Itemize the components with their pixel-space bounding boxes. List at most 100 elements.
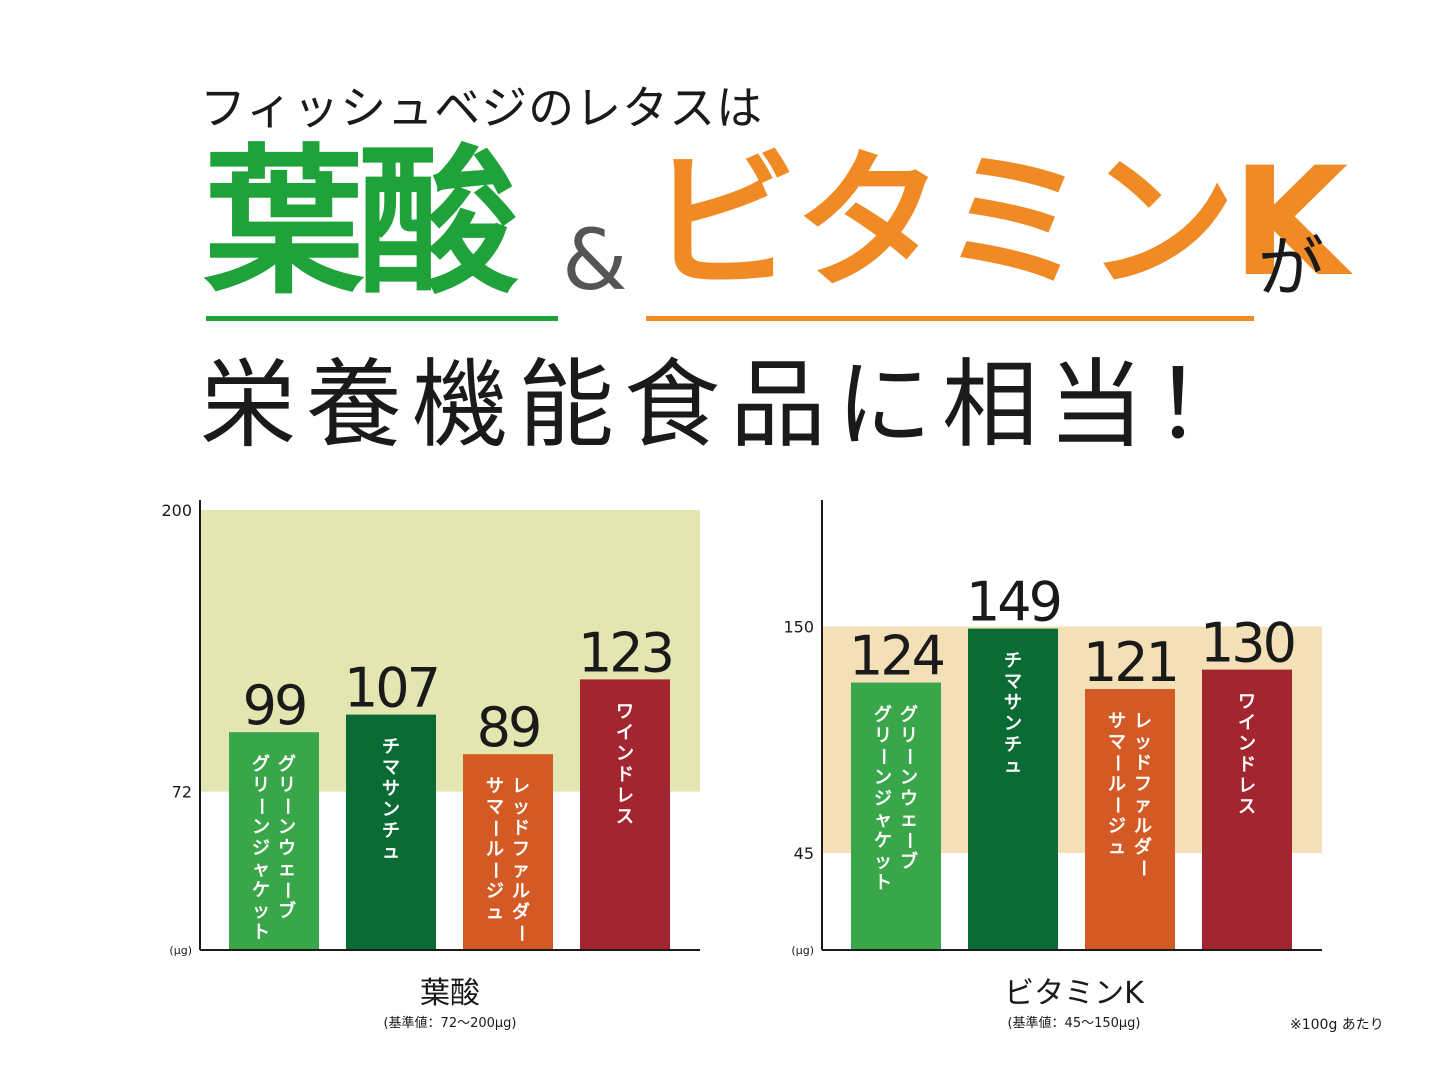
svg-text:ル: ル	[1134, 816, 1152, 837]
svg-text:ァ: ァ	[1134, 795, 1152, 816]
svg-text:ュ: ュ	[486, 902, 504, 923]
svg-text:ー: ー	[898, 832, 919, 850]
bar	[229, 732, 319, 950]
svg-text:ン: ン	[1004, 714, 1022, 735]
headline-vitamin-k: ビタミンK	[648, 136, 1348, 310]
svg-text:レ: レ	[1238, 776, 1256, 797]
svg-text:チ: チ	[1004, 651, 1022, 672]
svg-text:ェ: ェ	[900, 810, 918, 831]
svg-text:ド: ド	[1238, 755, 1256, 776]
svg-text:ン: ン	[382, 800, 400, 821]
underline-folic-acid	[206, 316, 558, 321]
folic-acid-chart-title: 葉酸	[420, 976, 480, 1011]
svg-text:チ: チ	[382, 821, 400, 842]
svg-text:レ: レ	[616, 785, 634, 806]
folic-acid-chart-subtitle: (基準値：72～200μg)	[383, 1016, 517, 1031]
svg-text:ェ: ェ	[278, 859, 296, 880]
headline-ampersand: &	[562, 211, 628, 309]
svg-text:ワ: ワ	[616, 701, 634, 722]
svg-text:ス: ス	[1238, 797, 1256, 818]
data-label: 124	[849, 625, 944, 688]
svg-text:マ: マ	[1108, 732, 1126, 753]
svg-text:ン: ン	[616, 743, 634, 764]
svg-text:ッ: ッ	[1134, 732, 1152, 753]
svg-text:フ: フ	[1134, 774, 1152, 795]
svg-text:ウ: ウ	[278, 838, 296, 859]
data-label: 89	[477, 696, 540, 759]
svg-text:ル: ル	[1108, 774, 1126, 795]
svg-text:ジ: ジ	[1108, 816, 1126, 837]
svg-text:ー: ー	[1106, 796, 1127, 814]
svg-text:ン: ン	[252, 817, 270, 838]
svg-text:ッ: ッ	[252, 901, 270, 922]
headline-main: 葉酸 & ビタミンK が	[200, 138, 1348, 328]
svg-text:ウ: ウ	[900, 789, 918, 810]
unit-label: (μg)	[791, 944, 814, 957]
svg-text:ュ: ュ	[382, 842, 400, 863]
svg-text:リ: リ	[900, 726, 918, 747]
svg-text:マ: マ	[1004, 672, 1022, 693]
svg-text:ジ: ジ	[486, 881, 504, 902]
svg-text:レ: レ	[512, 776, 530, 797]
svg-text:ン: ン	[874, 768, 892, 789]
svg-text:ル: ル	[512, 881, 530, 902]
svg-text:ャ: ャ	[874, 810, 892, 831]
svg-text:サ: サ	[486, 776, 504, 797]
svg-text:グ: グ	[874, 704, 892, 726]
svg-text:ー: ー	[1132, 859, 1153, 877]
headline-intro: フィッシュベジのレタスは	[200, 81, 764, 135]
svg-text:ダ: ダ	[1134, 836, 1152, 858]
data-label: 107	[344, 657, 438, 720]
svg-text:ス: ス	[616, 806, 634, 827]
svg-text:ン: ン	[1238, 734, 1256, 755]
svg-text:ュ: ュ	[1004, 756, 1022, 777]
folic-acid-chart: 99 グリーンウェーブグリーンジャケット 107 チマサンチュ 89 レッドファルダーサマ…	[150, 495, 710, 965]
svg-text:リ: リ	[252, 775, 270, 796]
svg-text:ー: ー	[898, 748, 919, 766]
headline-conclusion: 栄養機能食品に相当！	[200, 349, 1260, 461]
vitamin-k-chart-title: ビタミンK	[1004, 976, 1144, 1011]
data-label: 99	[243, 674, 306, 737]
svg-text:ブ: ブ	[278, 900, 296, 922]
svg-text:ッ: ッ	[512, 797, 530, 818]
bar	[1202, 669, 1292, 950]
svg-text:マ: マ	[382, 758, 400, 779]
svg-text:ワ: ワ	[1238, 692, 1256, 713]
tick-label: 150	[783, 617, 814, 636]
svg-text:レ: レ	[1134, 711, 1152, 732]
svg-text:ド: ド	[512, 818, 530, 839]
svg-text:ュ: ュ	[1108, 837, 1126, 858]
svg-text:ー: ー	[1106, 754, 1127, 772]
svg-text:ー: ー	[250, 797, 271, 815]
svg-text:ー: ー	[276, 797, 297, 815]
svg-text:リ: リ	[874, 726, 892, 747]
tick-label: 72	[172, 783, 192, 802]
svg-text:ダ: ダ	[512, 901, 530, 923]
svg-text:フ: フ	[512, 839, 530, 860]
svg-text:ド: ド	[616, 764, 634, 785]
data-label: 149	[966, 571, 1060, 634]
svg-text:ー: ー	[276, 881, 297, 899]
unit-label: (μg)	[169, 944, 192, 957]
svg-text:ジ: ジ	[874, 789, 892, 810]
svg-text:リ: リ	[278, 775, 296, 796]
svg-text:ァ: ァ	[512, 860, 530, 881]
svg-text:ジ: ジ	[252, 838, 270, 859]
svg-text:ト: ト	[874, 873, 892, 894]
svg-text:グ: グ	[278, 753, 296, 775]
headline-particle: が	[1258, 229, 1324, 306]
data-label: 130	[1200, 612, 1294, 675]
bar	[1085, 689, 1175, 950]
bar	[968, 628, 1058, 950]
tick-label: 200	[161, 501, 192, 520]
svg-text:マ: マ	[486, 797, 504, 818]
tick-label: 45	[794, 844, 814, 863]
